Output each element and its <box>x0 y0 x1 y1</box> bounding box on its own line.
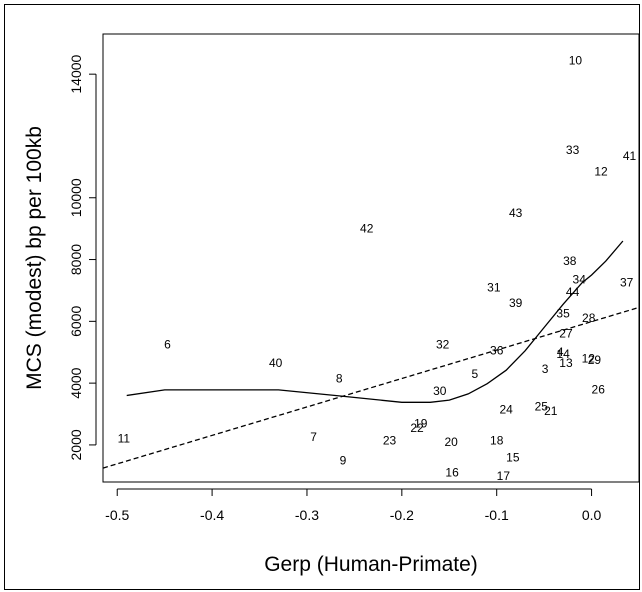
point-label-13: 13 <box>559 356 573 370</box>
point-label-33: 33 <box>566 143 580 157</box>
point-label-6: 6 <box>164 338 171 352</box>
x-tick-label: -0.5 <box>105 507 129 523</box>
dashed-regression-line <box>102 306 640 469</box>
point-label-2: 2 <box>588 351 595 365</box>
y-axis: 2000 4000 6000 8000 10000 14000 <box>68 54 97 461</box>
y-tick-label: 4000 <box>68 367 84 398</box>
point-label-43: 43 <box>509 206 523 220</box>
point-label-12: 12 <box>594 164 608 178</box>
point-label-29: 29 <box>588 353 602 367</box>
point-label-3: 3 <box>542 362 549 376</box>
point-label-37: 37 <box>620 276 634 290</box>
point-label-19: 19 <box>414 416 428 430</box>
x-axis-label: Gerp (Human-Primate) <box>264 553 478 576</box>
point-label-22: 22 <box>410 421 424 435</box>
point-label-7: 7 <box>310 430 317 444</box>
point-label-38: 38 <box>563 254 577 268</box>
y-tick-label: 2000 <box>68 429 84 460</box>
point-label-23: 23 <box>383 433 397 447</box>
x-axis: -0.5 -0.4 -0.3 -0.2 -0.1 0.0 <box>105 488 602 523</box>
point-label-5: 5 <box>472 367 479 381</box>
point-label-17: 17 <box>497 469 511 483</box>
x-tick-label: -0.3 <box>295 507 319 523</box>
point-label-41: 41 <box>623 149 637 163</box>
point-label-18: 18 <box>490 433 504 447</box>
point-label-25: 25 <box>535 399 549 413</box>
point-label-4: 4 <box>557 345 564 359</box>
y-axis-label: MCS (modest) bp per 100kb <box>23 126 46 390</box>
point-label-31: 31 <box>487 280 501 294</box>
point-label-14: 14 <box>556 347 570 361</box>
point-label-44: 44 <box>566 285 580 299</box>
y-tick-label: 6000 <box>68 306 84 337</box>
point-label-30: 30 <box>433 384 447 398</box>
trend-lines <box>102 240 640 469</box>
point-label-28: 28 <box>582 311 596 325</box>
y-tick-label: 8000 <box>68 244 84 275</box>
y-tick-label: 14000 <box>68 54 84 93</box>
point-label-36: 36 <box>490 344 504 358</box>
point-label-42: 42 <box>360 222 374 236</box>
point-label-32: 32 <box>436 338 450 352</box>
point-label-34: 34 <box>573 273 587 287</box>
point-label-9: 9 <box>340 453 347 467</box>
point-label-39: 39 <box>509 296 523 310</box>
point-label-24: 24 <box>500 402 514 416</box>
point-label-35: 35 <box>556 307 570 321</box>
point-label-1: 1 <box>582 351 589 365</box>
point-label-8: 8 <box>336 371 343 385</box>
x-tick-label: -0.2 <box>390 507 414 523</box>
plot-box <box>102 33 640 483</box>
point-label-11: 11 <box>118 432 131 446</box>
y-tick-label: 10000 <box>68 178 84 217</box>
x-tick-label: -0.1 <box>485 507 509 523</box>
point-label-40: 40 <box>269 356 283 370</box>
point-label-20: 20 <box>444 435 458 449</box>
point-label-21: 21 <box>544 404 558 418</box>
x-tick-label: -0.4 <box>200 507 224 523</box>
point-label-15: 15 <box>506 450 520 464</box>
chart-frame <box>4 4 640 590</box>
point-label-27: 27 <box>559 327 573 341</box>
point-label-10: 10 <box>569 53 583 67</box>
point-label-16: 16 <box>445 466 459 480</box>
point-label-26: 26 <box>592 382 606 396</box>
x-tick-label: 0.0 <box>582 507 602 523</box>
solid-smooth-line <box>126 240 624 403</box>
